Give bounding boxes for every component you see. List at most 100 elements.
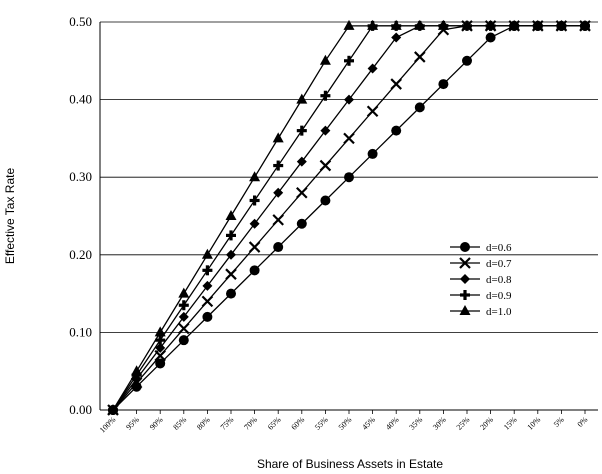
- triangle-marker: [414, 19, 426, 30]
- x-tick-label: 95%: [124, 415, 141, 432]
- diamond-marker: [178, 311, 189, 322]
- x-marker-stroke: [272, 214, 284, 226]
- diamond-marker: [249, 218, 260, 229]
- diamond-marker: [296, 156, 307, 167]
- plus-marker: [273, 160, 284, 171]
- plus-marker: [460, 290, 470, 300]
- triangle-marker: [225, 210, 237, 220]
- legend-label: d=0.7: [486, 258, 512, 270]
- plus-marker: [320, 90, 331, 101]
- triangle-marker: [296, 93, 308, 104]
- triangle-marker: [508, 19, 520, 30]
- x-marker: [390, 78, 402, 90]
- triangle-marker: [272, 132, 284, 143]
- circle-marker: [296, 218, 307, 229]
- plus-marker: [202, 265, 213, 276]
- triangle-marker: [107, 404, 119, 414]
- circle-marker: [344, 172, 354, 183]
- x-tick-label: 70%: [242, 415, 259, 432]
- x-tick-label: 60%: [289, 415, 306, 432]
- circle-marker: [155, 358, 166, 369]
- legend-entry: d=0.9: [450, 290, 512, 302]
- circle-marker: [226, 288, 236, 299]
- circle-marker: [438, 79, 449, 90]
- plus-marker-bar: [276, 160, 280, 171]
- x-tick-label: 55%: [313, 415, 330, 432]
- y-tick-label: 0.50: [69, 14, 92, 29]
- triangle-marker: [555, 19, 567, 30]
- series-d-0-6: [108, 20, 590, 415]
- x-marker: [459, 257, 471, 269]
- y-tick-label: 0.30: [69, 169, 92, 184]
- plus-marker: [178, 300, 189, 311]
- axes: [99, 22, 598, 414]
- x-marker-stroke: [366, 105, 379, 118]
- triangle-marker: [319, 54, 331, 65]
- x-marker: [201, 295, 214, 308]
- x-tick-label: 85%: [171, 415, 188, 432]
- plus-marker-bar: [347, 55, 351, 66]
- grid-lines: [100, 21, 598, 411]
- triangle-marker: [178, 287, 190, 298]
- legend: d=0.6 d=0.7 d=0.8 d=0.9 d=1.0: [450, 242, 512, 318]
- x-tick-label: 50%: [337, 415, 354, 432]
- series-line: [112, 25, 585, 411]
- x-marker: [225, 268, 237, 280]
- circle-marker: [273, 242, 284, 253]
- diamond-marker: [155, 342, 166, 353]
- plus-marker: [344, 55, 354, 66]
- triangle-marker: [532, 19, 544, 30]
- x-marker: [343, 132, 355, 145]
- y-axis-title: Effective Tax Rate: [3, 168, 17, 265]
- triangle-marker: [485, 19, 497, 30]
- plus-marker-bar: [463, 290, 467, 300]
- x-marker: [414, 51, 426, 63]
- triangle-marker: [459, 305, 471, 315]
- x-marker: [296, 186, 308, 199]
- plus-marker: [296, 125, 307, 136]
- diamond-marker: [320, 125, 331, 136]
- y-tick-label: 0.10: [69, 324, 92, 339]
- diamond-marker: [344, 94, 354, 105]
- legend-label: d=0.9: [486, 290, 512, 302]
- circle-marker: [178, 335, 189, 346]
- x-tick-label: 10%: [525, 415, 542, 432]
- circle-marker: [485, 32, 496, 43]
- series-group: [107, 19, 591, 416]
- circle-marker: [249, 265, 260, 276]
- triangle-marker: [343, 19, 355, 30]
- plus-marker-bar: [158, 335, 162, 346]
- diamond-marker: [367, 63, 378, 74]
- legend-label: d=0.8: [486, 274, 512, 286]
- triangle-marker: [201, 248, 213, 259]
- x-tick-label: 25%: [455, 415, 472, 432]
- y-tick-label: 0.00: [69, 402, 92, 417]
- x-tick-label: 45%: [360, 415, 377, 432]
- x-tick-label: 90%: [148, 415, 165, 432]
- plus-marker: [249, 195, 260, 206]
- legend-entry: d=0.6: [450, 242, 512, 254]
- x-marker-stroke: [154, 349, 166, 362]
- y-tick-labels: 0.00 0.10 0.20 0.30 0.40 0.50: [69, 14, 92, 417]
- x-marker-stroke: [225, 268, 237, 280]
- plus-marker-bar: [229, 230, 233, 241]
- series-line: [112, 25, 585, 411]
- triangle-marker: [131, 365, 143, 376]
- triangle-marker: [249, 171, 261, 182]
- x-marker: [272, 214, 284, 226]
- legend-entry: d=1.0: [450, 305, 512, 318]
- x-marker-stroke: [459, 257, 471, 269]
- plus-marker: [226, 230, 236, 241]
- x-marker: [319, 159, 332, 172]
- x-marker: [178, 322, 190, 335]
- plus-marker-bar: [253, 195, 257, 206]
- triangle-marker: [390, 19, 402, 30]
- x-marker-stroke: [343, 132, 355, 145]
- series-d-0-8: [108, 20, 590, 415]
- plus-marker-bar: [300, 125, 304, 136]
- series-d-0-7: [107, 20, 591, 416]
- series-line: [112, 25, 585, 411]
- x-marker: [366, 105, 379, 118]
- circle-marker: [320, 195, 331, 206]
